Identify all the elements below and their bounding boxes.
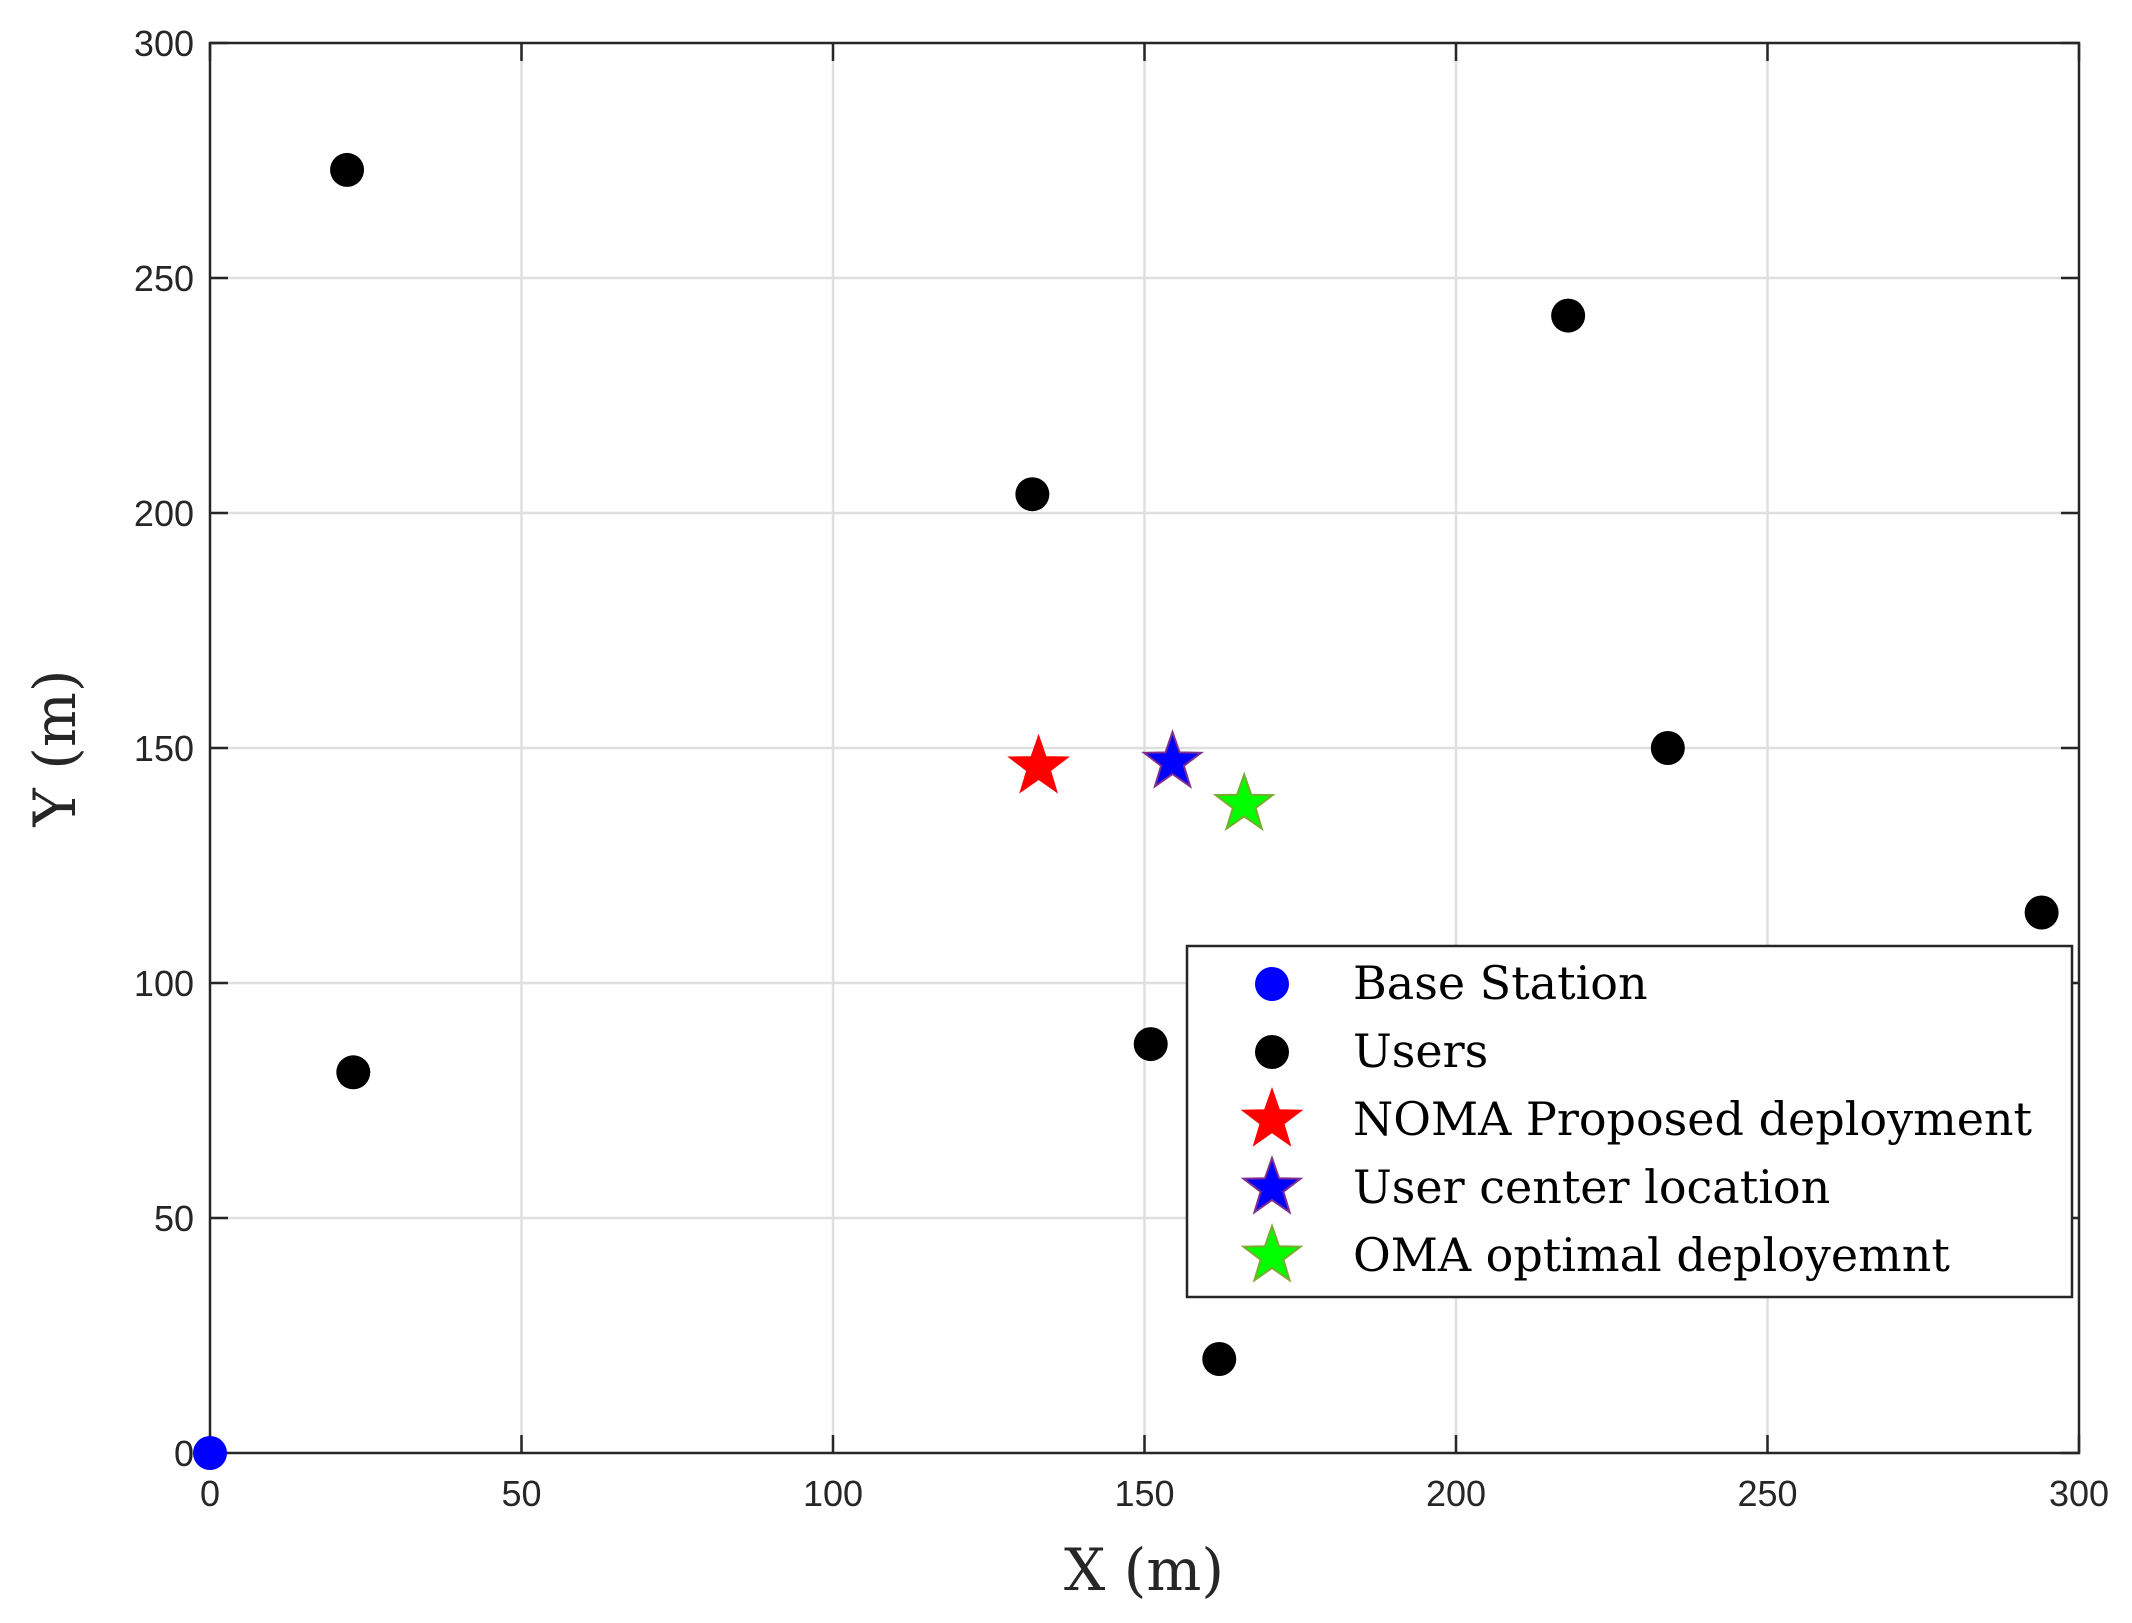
y-tick-label: 150 <box>134 728 194 769</box>
y-tick-label: 250 <box>134 258 194 299</box>
y-tick-label: 100 <box>134 963 194 1004</box>
legend-label-oma-optimal-deployemnt: OMA optimal deployemnt <box>1353 1228 1950 1282</box>
legend-marker-oma-optimal-deployemnt <box>1240 1222 1304 1283</box>
legend-marker-noma-proposed-deployment <box>1240 1086 1304 1147</box>
oma-optimal-deployemnt-point <box>1212 771 1276 832</box>
x-tick-label: 200 <box>1426 1473 1486 1514</box>
users-point <box>1650 731 1685 765</box>
y-tick-label: 0 <box>174 1433 194 1474</box>
legend-marker-user-center-location <box>1240 1154 1304 1215</box>
legend-label-users: Users <box>1353 1024 1488 1078</box>
legend-marker-users <box>1255 1035 1289 1069</box>
x-tick-label: 100 <box>803 1473 863 1514</box>
noma-proposed-deployment-point <box>1007 733 1070 794</box>
users-point <box>1551 298 1586 333</box>
legend: Base Station Users NOMA Proposed deploymen… <box>1185 944 2074 1299</box>
axis-ticks: 0 50 100 150 200 250 300 0 50 100 150 200 250 300 <box>134 23 2109 1514</box>
y-tick-label: 300 <box>134 23 194 64</box>
y-tick-label: 200 <box>134 493 194 534</box>
base-station-point <box>193 1436 227 1470</box>
data-marks <box>193 152 2059 1470</box>
x-axis-label: X (m) <box>1064 1536 1224 1604</box>
legend-label-noma-proposed-deployment: NOMA Proposed deployment <box>1353 1092 2033 1146</box>
x-tick-label: 50 <box>501 1473 541 1514</box>
user-center-location-point <box>1141 729 1205 789</box>
users-point <box>1015 477 1050 512</box>
legend-box <box>1185 944 2074 1299</box>
users-point <box>336 1055 371 1090</box>
users-point <box>2024 895 2059 930</box>
legend-marker-base-station <box>1255 967 1289 1001</box>
legend-label-user-center-location: User center location <box>1353 1160 1830 1214</box>
y-axis-label: Y (m) <box>21 670 89 828</box>
x-tick-label: 300 <box>2049 1473 2109 1514</box>
users-point <box>1133 1027 1168 1062</box>
x-tick-label: 150 <box>1114 1473 1174 1514</box>
users-point <box>330 152 365 187</box>
x-tick-label: 250 <box>1737 1473 1797 1514</box>
users-point <box>1202 1342 1237 1376</box>
y-tick-label: 50 <box>154 1198 194 1239</box>
legend-label-base-station: Base Station <box>1353 956 1648 1010</box>
x-tick-label: 0 <box>200 1473 220 1514</box>
